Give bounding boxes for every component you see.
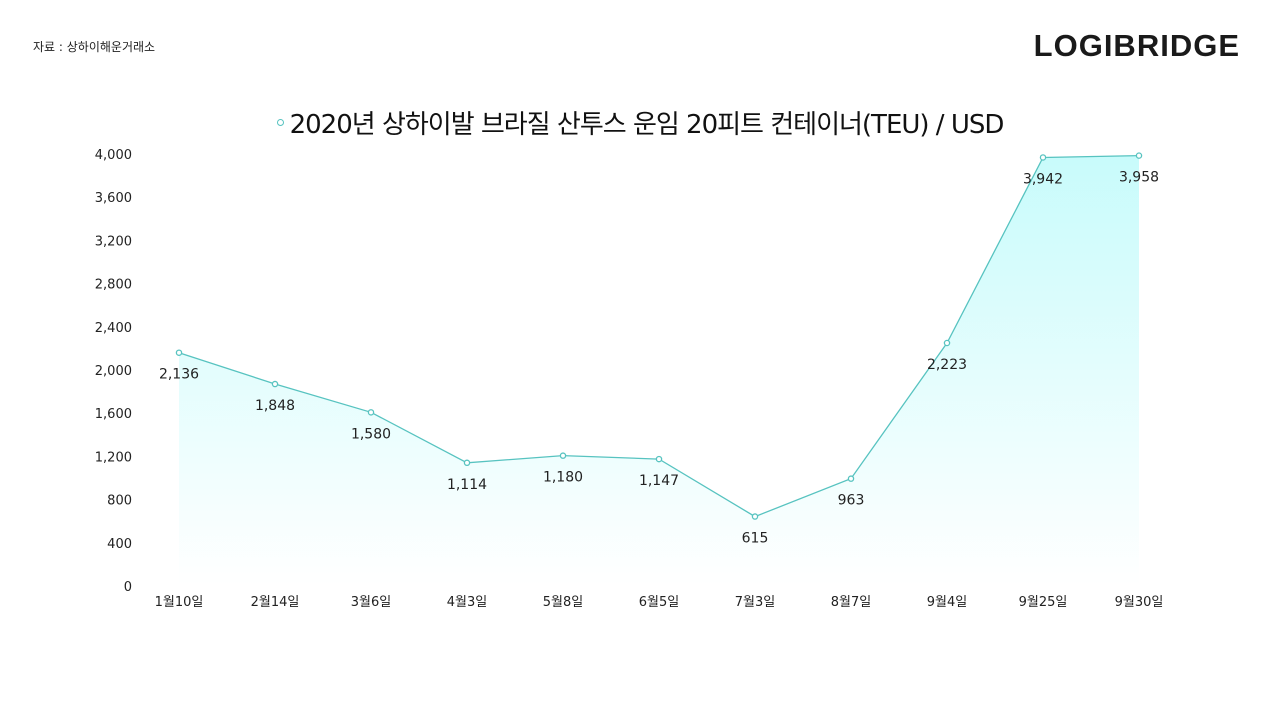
- data-point: [655, 455, 663, 463]
- x-tick-label: 7월3일: [735, 595, 775, 610]
- series-area-fill: [179, 155, 1139, 586]
- data-label: 1,848: [255, 398, 295, 414]
- data-point: [751, 513, 759, 520]
- data-point: [847, 475, 855, 482]
- x-tick-label: 9월30일: [1115, 595, 1164, 610]
- chart-title: 2020년 상하이발 브라질 산투스 운임 20피트 컨테이너(TEU) / U…: [0, 104, 1280, 141]
- x-tick-label: 6월5일: [639, 595, 679, 610]
- brand-logo: LOGIBRIDGE: [1033, 28, 1240, 63]
- y-tick-label: 2,400: [95, 321, 132, 336]
- y-tick-label: 0: [124, 580, 132, 595]
- data-point: [1135, 152, 1143, 159]
- y-tick-label: 800: [107, 494, 132, 509]
- data-point: [271, 380, 279, 388]
- x-tick-label: 1월10일: [155, 595, 204, 610]
- y-tick-label: 2,800: [95, 278, 132, 293]
- chart-title-text: 2020년 상하이발 브라질 산투스 운임 20피트 컨테이너(TEU) / U…: [289, 110, 1005, 140]
- data-label: 1,114: [447, 477, 487, 493]
- data-label: 3,958: [1119, 170, 1159, 186]
- x-tick-label: 3월6일: [351, 595, 391, 610]
- data-label: 3,942: [1023, 171, 1063, 187]
- data-label: 1,580: [351, 426, 391, 442]
- data-label: 615: [742, 531, 769, 547]
- data-point: [463, 459, 471, 467]
- data-label: 963: [838, 493, 865, 509]
- x-tick-label: 8월7일: [831, 595, 871, 610]
- y-tick-label: 3,600: [95, 191, 132, 206]
- data-points: [175, 152, 1143, 520]
- y-tick-label: 3,200: [95, 234, 132, 249]
- data-point: [175, 349, 183, 356]
- y-tick-label: 1,600: [95, 407, 132, 422]
- data-label: 1,180: [543, 470, 583, 486]
- x-tick-label: 9월25일: [1019, 595, 1068, 610]
- data-label: 2,136: [159, 367, 199, 383]
- y-tick-label: 4,000: [95, 148, 132, 163]
- y-tick-label: 1,200: [95, 450, 132, 465]
- data-point: [1039, 154, 1047, 161]
- data-labels: 2,136 1,848 1,580 1,114 1,180 1,147 615 963 2,22…: [159, 170, 1159, 547]
- legend-marker-icon: [276, 119, 284, 126]
- x-tick-label: 2월14일: [251, 595, 300, 610]
- data-point: [559, 452, 567, 459]
- data-point: [943, 339, 951, 347]
- y-tick-label: 400: [107, 537, 132, 552]
- x-axis: 1월10일 2월14일 3월6일 4월3일 5월8일 6월5일 7월3일 8월7일 9월4일 9월…: [155, 595, 1164, 610]
- y-tick-label: 2,000: [95, 364, 132, 379]
- data-point: [367, 409, 375, 416]
- x-tick-label: 9월4일: [927, 595, 967, 610]
- data-label: 1,147: [639, 473, 679, 489]
- x-tick-label: 5월8일: [543, 595, 583, 610]
- y-axis: 0 400 800 1,200 1,600 2,000 2,400 2,800 3,200 3,6…: [95, 148, 132, 595]
- x-tick-label: 4월3일: [447, 595, 487, 610]
- source-note: 자료 : 상하이해운거래소: [33, 40, 156, 54]
- data-label: 2,223: [927, 357, 967, 373]
